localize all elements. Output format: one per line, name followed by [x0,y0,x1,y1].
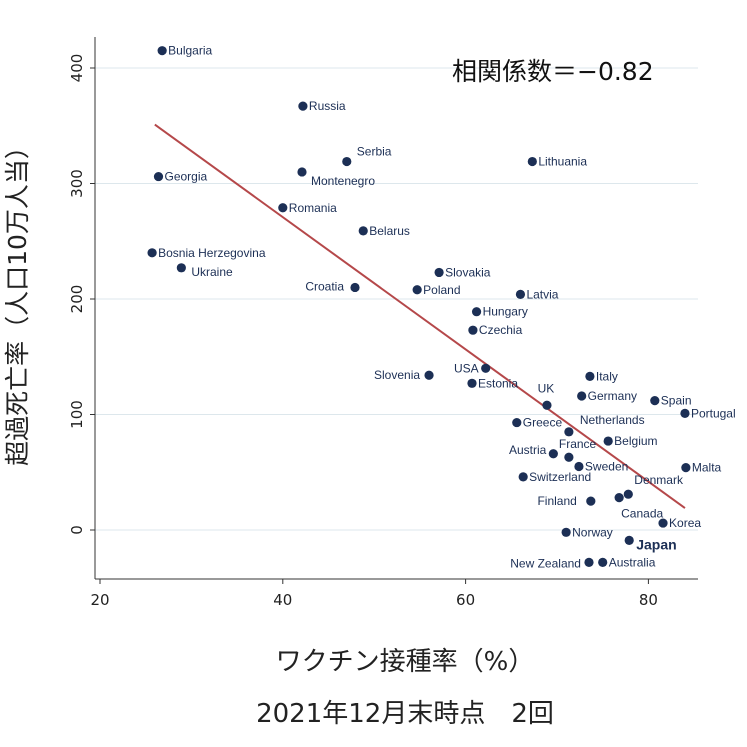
data-point [548,449,558,459]
x-axis-label-line2: 2021年12月末時点 2回 [256,699,554,729]
data-point [297,167,307,177]
data-point [342,156,352,167]
point-label: Sweden [585,459,628,473]
data-point [518,472,528,482]
data-point [467,378,477,388]
data-point [650,396,660,406]
data-point [680,408,690,418]
point-label: Czechia [479,323,523,337]
data-point [157,46,167,56]
point-label: Canada [621,507,663,521]
data-point [574,461,584,472]
data-point [468,325,478,335]
data-points [147,46,691,567]
point-label: Latvia [526,287,558,301]
data-point [350,282,360,293]
point-label: Poland [423,283,460,297]
data-point [434,267,444,278]
point-label: USA [454,361,479,375]
data-point [658,518,668,528]
point-label: Italy [596,369,618,383]
point-label: Montenegro [311,174,375,188]
data-point [542,400,552,410]
y-tick-label: 400 [68,54,86,83]
x-axis-label: ワクチン接種率（%） [276,647,535,677]
point-label: Belarus [369,224,410,238]
x-tick-label: 80 [639,591,658,609]
data-point [278,203,288,213]
point-label: New Zealand [510,556,581,570]
point-label: Estonia [478,376,518,390]
point-label: Slovenia [374,368,420,382]
point-label: Georgia [164,170,207,184]
data-point [515,289,526,299]
point-label: Romania [289,201,337,215]
trend-line [154,123,686,509]
point-label: Greece [523,416,563,430]
y-axis-label: 超過死亡率（人口10万人当） [3,134,32,466]
point-label: Austria [509,443,547,457]
y-tick-label: 100 [68,400,86,429]
data-point [623,489,633,499]
point-label: Switzerland [529,470,591,484]
correlation-annotation: 相関係数＝−0.82 [452,57,654,86]
point-label: Spain [661,394,692,408]
data-point [577,391,587,401]
data-point [681,463,691,473]
point-label: Finland [537,494,576,508]
data-point [481,363,491,373]
point-label: Lithuania [538,155,587,169]
point-label: Hungary [483,305,528,319]
data-point [614,493,624,503]
x-tick-label: 20 [90,591,109,609]
data-point [586,496,596,506]
point-label: Korea [669,516,701,530]
data-point [603,436,613,446]
point-label: Croatia [305,279,344,293]
data-point [153,171,164,182]
point-label: Belgium [614,434,657,448]
point-label: Russia [309,99,346,113]
data-point [512,417,522,428]
point-label: Slovakia [445,265,491,279]
data-point [424,370,434,380]
point-label: Bosnia Herzegovina [158,246,266,260]
data-point [564,427,574,437]
x-axis-ticks: 20 40 60 80 [90,579,658,609]
y-tick-label: 200 [68,285,86,314]
data-point [471,307,482,317]
point-label: Portugal [691,406,736,420]
data-point [564,452,574,462]
point-label: Norway [572,525,613,539]
data-point [412,285,422,295]
data-point [584,557,594,567]
data-point [527,156,537,167]
point-label: Serbia [357,145,392,159]
y-tick-label: 0 [68,525,86,535]
x-tick-label: 40 [273,591,292,609]
data-point [298,101,308,111]
data-point [561,527,571,537]
point-label: Germany [588,389,637,403]
data-point [585,371,595,381]
data-point [624,535,634,545]
point-label: Netherlands [580,413,645,427]
point-label: Ukraine [191,265,233,279]
point-label: Australia [609,555,656,569]
point-label: Bulgaria [168,44,212,58]
point-label: Malta [692,461,722,475]
data-point [176,263,186,273]
data-point [147,248,157,258]
point-label: Japan [636,536,676,552]
point-label: UK [538,381,555,395]
data-point [358,226,368,236]
y-axis-ticks: 0 100 200 300 400 [68,54,95,535]
point-label: Denmark [634,473,684,487]
point-labels: Bulgaria Russia Serbia Lithuania Georgia Mont… [158,44,736,571]
point-label: France [559,437,597,451]
x-tick-label: 60 [456,591,475,609]
y-tick-label: 300 [68,169,86,198]
data-point [598,557,608,567]
